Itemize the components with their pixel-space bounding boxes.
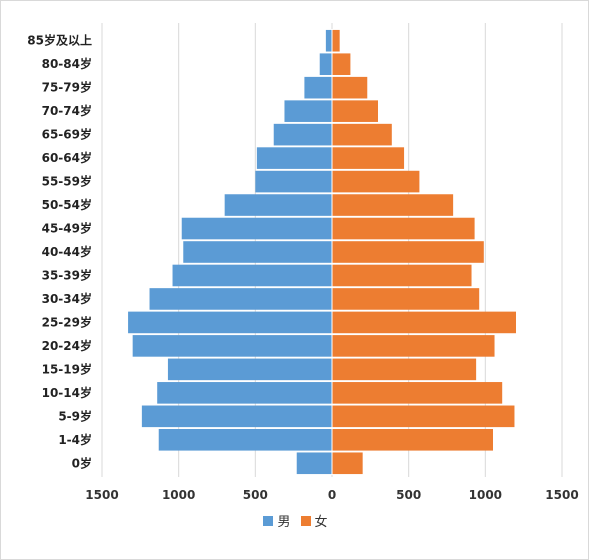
legend-swatch-male	[263, 515, 274, 526]
category-label: 80-84岁	[42, 56, 92, 71]
legend-item-male: 男	[263, 511, 291, 530]
bar-female	[332, 264, 472, 287]
x-tick-label: 500	[243, 488, 268, 502]
bar-female	[332, 76, 368, 99]
bar-female	[332, 335, 495, 357]
category-label: 65-69岁	[42, 127, 92, 142]
category-label: 75-79岁	[42, 80, 92, 95]
bar-male	[304, 76, 332, 99]
bar-female	[332, 358, 477, 381]
bar-male	[158, 428, 332, 451]
bar-female	[332, 170, 420, 193]
x-tick-label: 500	[396, 488, 421, 502]
legend-swatch-female	[300, 515, 311, 526]
bar-male	[172, 264, 332, 287]
bar-male	[141, 405, 332, 428]
bar-male	[296, 452, 332, 475]
category-label: 0岁	[72, 455, 92, 470]
x-tick-label: 1500	[85, 488, 118, 502]
population-pyramid-chart: 1500 1000 500 0 500 1000 1500 0岁 1-4岁 5-9岁 10-14岁 1…	[27, 23, 579, 502]
category-label: 85岁及以上	[27, 33, 92, 48]
legend-item-female: 女	[300, 511, 328, 530]
bar-female	[332, 217, 475, 240]
bars	[128, 29, 516, 475]
bar-female	[332, 382, 503, 404]
category-label: 50-54岁	[42, 197, 92, 212]
bar-female	[332, 29, 340, 52]
bar-female	[332, 194, 454, 216]
bar-male	[167, 358, 332, 381]
x-tick-label: 0	[328, 488, 336, 502]
bar-female	[332, 288, 480, 310]
bar-female	[332, 428, 493, 451]
x-tick-label: 1000	[469, 488, 502, 502]
bar-male	[319, 53, 332, 76]
bar-female	[332, 241, 484, 263]
legend: 男 女	[1, 511, 589, 530]
category-label: 20-24岁	[42, 338, 92, 353]
category-label: 55-59岁	[42, 174, 92, 189]
category-label: 35-39岁	[42, 267, 92, 282]
bar-male	[128, 311, 332, 334]
category-label: 15-19岁	[42, 361, 92, 376]
category-label: 45-49岁	[42, 221, 92, 236]
category-label: 10-14岁	[42, 385, 92, 400]
bar-male	[157, 382, 332, 404]
bar-female	[332, 100, 378, 122]
category-label: 60-64岁	[42, 150, 92, 165]
bar-male	[256, 147, 332, 169]
category-label: 30-34岁	[42, 291, 92, 306]
bar-male	[149, 288, 332, 310]
bar-male	[273, 123, 332, 146]
bar-female	[332, 311, 516, 334]
axis: 1500 1000 500 0 500 1000 1500 0岁 1-4岁 5-9岁 10-14岁 1…	[27, 29, 579, 502]
category-label: 70-74岁	[42, 103, 92, 118]
x-tick-label: 1500	[545, 488, 578, 502]
bar-male	[325, 29, 332, 52]
bar-female	[332, 123, 392, 146]
category-label: 1-4岁	[58, 432, 92, 447]
bar-male	[284, 100, 332, 122]
x-tick-label: 1000	[162, 488, 195, 502]
bar-male	[181, 217, 332, 240]
bar-male	[183, 241, 332, 263]
bar-female	[332, 452, 363, 475]
category-label: 25-29岁	[42, 314, 92, 329]
bar-female	[332, 147, 405, 169]
bar-female	[332, 405, 515, 428]
category-label: 5-9岁	[58, 408, 92, 423]
category-label: 40-44岁	[42, 244, 92, 259]
bar-male	[255, 170, 332, 193]
bar-male	[224, 194, 332, 216]
legend-label-male: 男	[277, 515, 291, 530]
legend-label-female: 女	[314, 515, 328, 530]
bar-male	[132, 335, 332, 357]
bar-female	[332, 53, 351, 76]
